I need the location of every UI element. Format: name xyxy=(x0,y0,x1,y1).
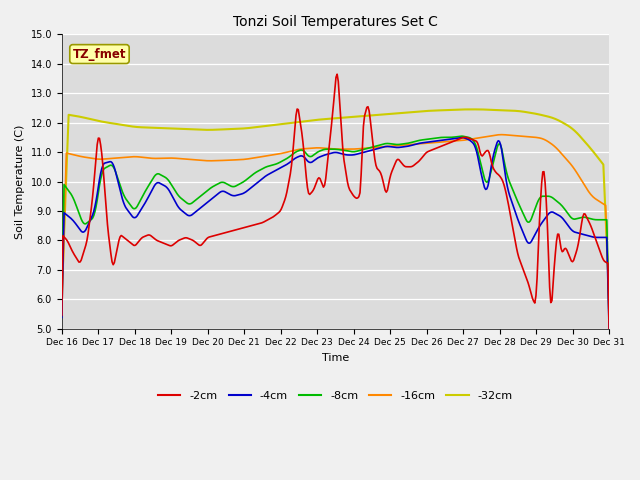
Legend: -2cm, -4cm, -8cm, -16cm, -32cm: -2cm, -4cm, -8cm, -16cm, -32cm xyxy=(154,386,517,406)
Title: Tonzi Soil Temperatures Set C: Tonzi Soil Temperatures Set C xyxy=(233,15,438,29)
Text: TZ_fmet: TZ_fmet xyxy=(73,48,126,60)
X-axis label: Time: Time xyxy=(322,353,349,363)
Y-axis label: Soil Temperature (C): Soil Temperature (C) xyxy=(15,124,25,239)
